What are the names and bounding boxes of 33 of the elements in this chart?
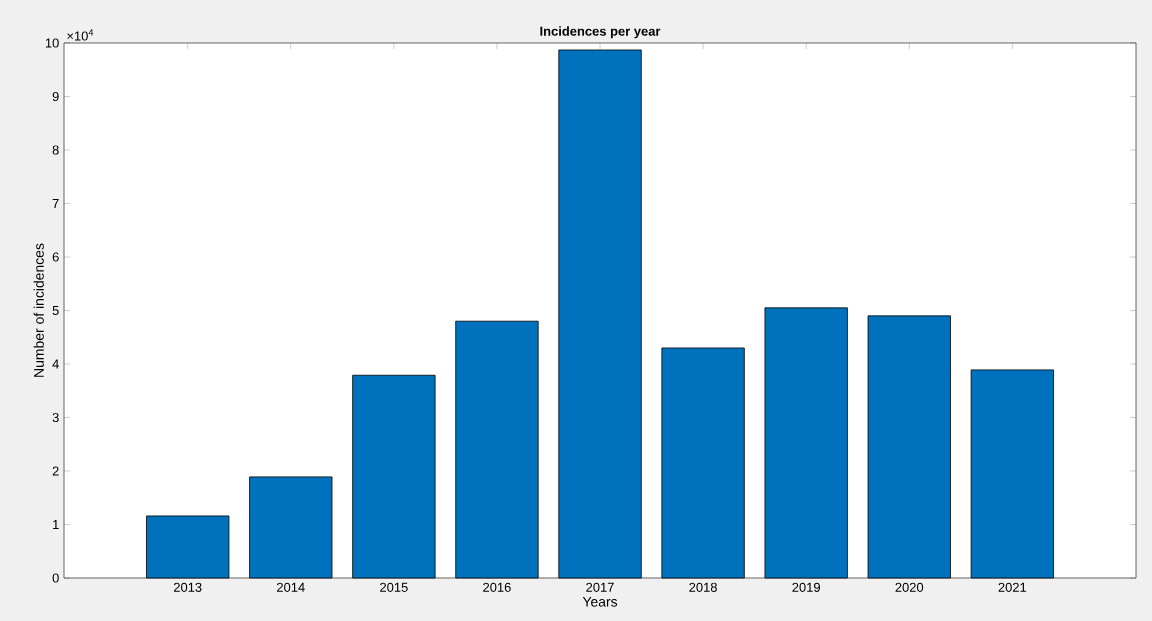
y-tick-label: 6	[52, 252, 59, 262]
x-tick-label: 2013	[173, 582, 202, 592]
x-tick-label: 2020	[895, 582, 924, 592]
x-tick-label: 2017	[586, 582, 614, 592]
x-tick-label: 2018	[689, 582, 717, 592]
y-tick-label: 3	[52, 412, 59, 423]
y-tick-label: 7	[52, 199, 59, 208]
chart-title: Incidences per year	[540, 26, 661, 39]
y-tick-label: 9	[52, 91, 59, 102]
bar	[867, 315, 951, 579]
x-tick-label: 2016	[483, 582, 511, 592]
x-tick-label: 2015	[380, 582, 408, 592]
bar	[661, 347, 745, 579]
y-tick-label: 10	[45, 38, 59, 48]
y-tick-label: 0	[52, 573, 59, 583]
x-tick-label: 2014	[277, 582, 305, 592]
bar	[558, 49, 642, 579]
y-tick-label: 1	[53, 520, 59, 529]
y-tick-label: 2	[52, 466, 59, 476]
y-tick-label: 8	[52, 145, 59, 155]
text: ×10$^{4}$	[67, 29, 94, 41]
y-axis-title: Number of incidences	[33, 243, 44, 377]
y-tick-label: 5	[52, 305, 59, 316]
y-tick-label: 4	[52, 359, 59, 369]
bar	[970, 369, 1054, 579]
x-tick-label: 2019	[792, 582, 820, 592]
bar	[455, 320, 539, 579]
bar	[249, 476, 333, 579]
bar	[146, 515, 230, 579]
x-axis-title: Years	[582, 596, 618, 607]
bar	[352, 374, 436, 579]
bar	[764, 307, 848, 579]
x-tick-label: 2021	[998, 582, 1027, 592]
